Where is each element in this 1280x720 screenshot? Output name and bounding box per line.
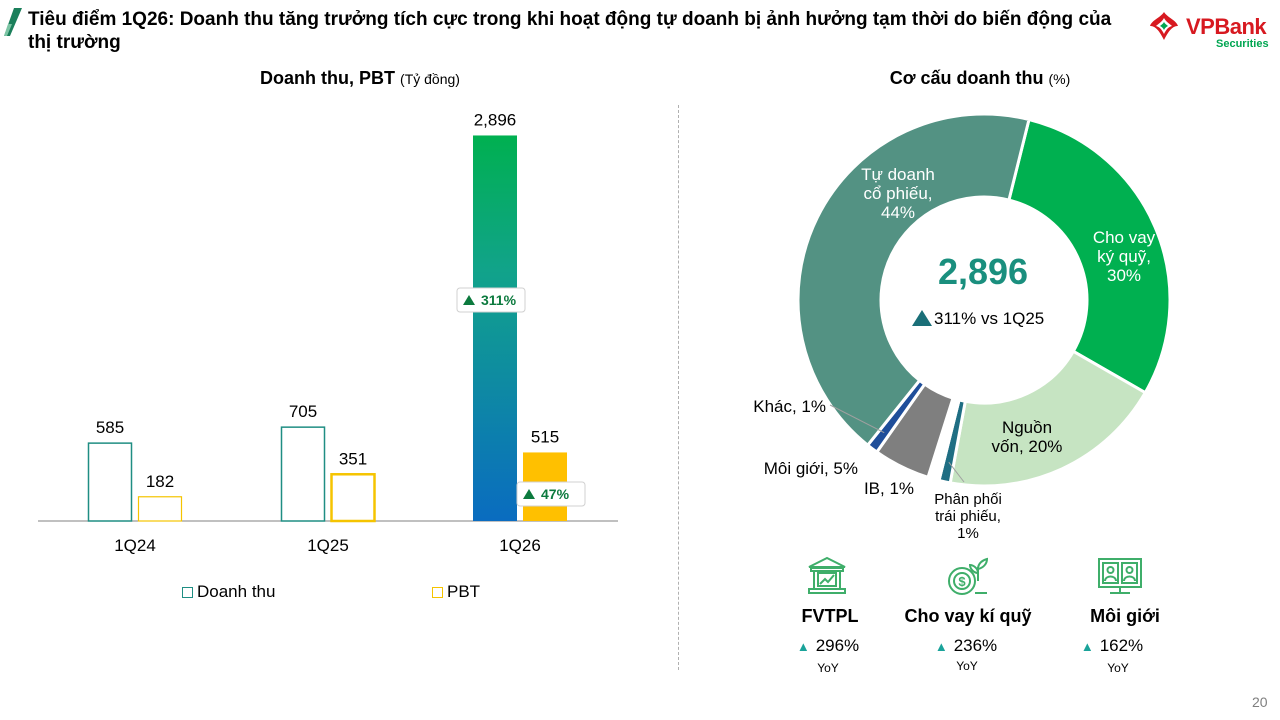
up-triangle-icon (463, 295, 475, 305)
donut-slice-label: Khác, 1% (753, 397, 826, 416)
header-accent-icon (4, 8, 22, 36)
bar-chart: 585 182 1Q24 705 351 1Q25 2,896 515 1Q26 311% 47% (38, 110, 618, 555)
legend-swatch-revenue (182, 586, 193, 598)
page-title: Tiêu điểm 1Q26: Doanh thu tăng trưởng tí… (28, 9, 1112, 53)
donut-chart-title: Cơ cấu doanh thu (%) (830, 68, 1130, 89)
donut-slice-label-line: 30% (1107, 266, 1141, 285)
logo-text: VPBank (1186, 14, 1267, 39)
bar-chart-title: Doanh thu, PBT (Tỷ đồng) (200, 68, 520, 89)
leader-line (829, 404, 885, 434)
growth-badge-pbt: 47% (516, 481, 586, 507)
up-triangle-icon (912, 310, 932, 326)
legend-item-revenue: Doanh thu (182, 582, 275, 602)
legend-label-pbt: PBT (447, 582, 481, 601)
donut-slice-label-line: Khác, 1% (753, 397, 826, 416)
up-triangle-icon: ▲ (796, 639, 810, 654)
donut-slice-label-line: 44% (881, 203, 915, 222)
svg-text:$: $ (958, 574, 966, 589)
donut-slice-label-line: cổ phiếu, (864, 184, 933, 203)
donut-slice-label-line: Tự doanh (861, 165, 935, 184)
donut-chart-title-text: Cơ cấu doanh thu (889, 68, 1044, 88)
legend-item-pbt: PBT (432, 582, 480, 602)
kpi-yoy-fvtpl: YoY (817, 661, 839, 675)
donut-slice-label: Nguồn vốn, 20% (992, 418, 1063, 456)
donut-center-value: 2,896 (938, 251, 1028, 292)
kpi-value-brokerage-text: 162% (1099, 636, 1144, 655)
donut-slice-label-line: Nguồn (1002, 418, 1052, 437)
x-tick-label: 1Q26 (499, 536, 541, 555)
leader-line (948, 461, 965, 483)
donut-slice-label-line: ký quỹ, (1097, 247, 1151, 266)
legend-swatch-pbt (432, 586, 443, 598)
monitor-users-icon (1098, 558, 1142, 594)
x-tick-label: 1Q25 (307, 536, 349, 555)
bar-chart-title-text: Doanh thu, PBT (260, 68, 396, 88)
growth-badge-revenue: 311% (456, 287, 526, 313)
kpi-label-brokerage: Môi giới (1090, 606, 1160, 626)
bar-pbt (330, 473, 376, 523)
kpi-value-margin-text: 236% (953, 636, 998, 655)
badge-background (516, 481, 586, 507)
donut-slice (948, 349, 1148, 488)
up-triangle-icon (523, 489, 535, 499)
up-triangle-icon: ▲ (1080, 639, 1094, 654)
donut-slice-label-line: Phân phối (934, 491, 1002, 508)
donut-slice (1007, 117, 1172, 395)
legend-label-revenue: Doanh thu (197, 582, 276, 601)
bar-revenue (87, 442, 133, 522)
kpi-label-margin: Cho vay kí quỹ (904, 606, 1032, 626)
donut-slice-label: Phân phối trái phiếu, 1% (934, 491, 1002, 542)
data-label-revenue: 705 (289, 402, 317, 421)
bar-pbt (137, 496, 183, 522)
donut-slice-label-line: Cho vay (1093, 228, 1156, 247)
x-tick-label: 1Q24 (114, 536, 156, 555)
data-label-revenue: 2,896 (474, 110, 517, 129)
donut-slice-label: IB, 1% (864, 479, 914, 498)
kpi-value-brokerage: ▲ 162% (1052, 636, 1172, 656)
donut-chart-unit: (%) (1048, 71, 1071, 87)
up-triangle-icon: ▲ (934, 639, 948, 654)
bar-chart-unit: (Tỷ đồng) (400, 71, 460, 87)
donut-slice-label-line: trái phiếu, (935, 508, 1001, 525)
kpi-yoy-margin: YoY (956, 659, 978, 673)
kpi-value-margin: ▲ 236% (906, 636, 1026, 656)
bank-chart-icon (808, 556, 846, 594)
vpbank-logo-icon (1150, 12, 1178, 40)
donut-center-growth: 311% vs 1Q25 (934, 309, 1044, 328)
donut-slice-label: Cho vay ký quỹ, 30% (1093, 228, 1156, 285)
donut-slice-label-line: IB, 1% (864, 479, 914, 498)
section-divider (678, 105, 679, 670)
kpi-value-fvtpl-text: 296% (815, 636, 860, 655)
logo-subtext: Securities (1216, 38, 1269, 50)
donut-slice-label: Tự doanh cổ phiếu, 44% (861, 165, 935, 222)
data-label-revenue: 585 (96, 418, 124, 437)
kpi-value-fvtpl: ▲ 296% (768, 636, 888, 656)
donut-slice (796, 112, 1031, 448)
donut-slice-label-line: 1% (957, 525, 979, 542)
bar-revenue (280, 426, 326, 522)
page-number: 20 (1252, 694, 1268, 710)
bar-revenue (473, 135, 517, 521)
kpi-label-fvtpl: FVTPL (801, 606, 859, 626)
data-label-pbt: 515 (531, 427, 559, 446)
data-label-pbt: 351 (339, 449, 367, 468)
coin-plant-icon: $ (948, 557, 989, 595)
badge-text: 47% (541, 486, 570, 502)
badge-background (456, 287, 526, 313)
data-label-pbt: 182 (146, 472, 174, 491)
donut-slice-label: Môi giới, 5% (764, 459, 858, 478)
donut-slice-label-line: vốn, 20% (992, 437, 1063, 456)
badge-text: 311% (481, 292, 517, 308)
kpi-yoy-brokerage: YoY (1107, 661, 1129, 675)
donut-slice-label-line: Môi giới, 5% (764, 459, 858, 478)
